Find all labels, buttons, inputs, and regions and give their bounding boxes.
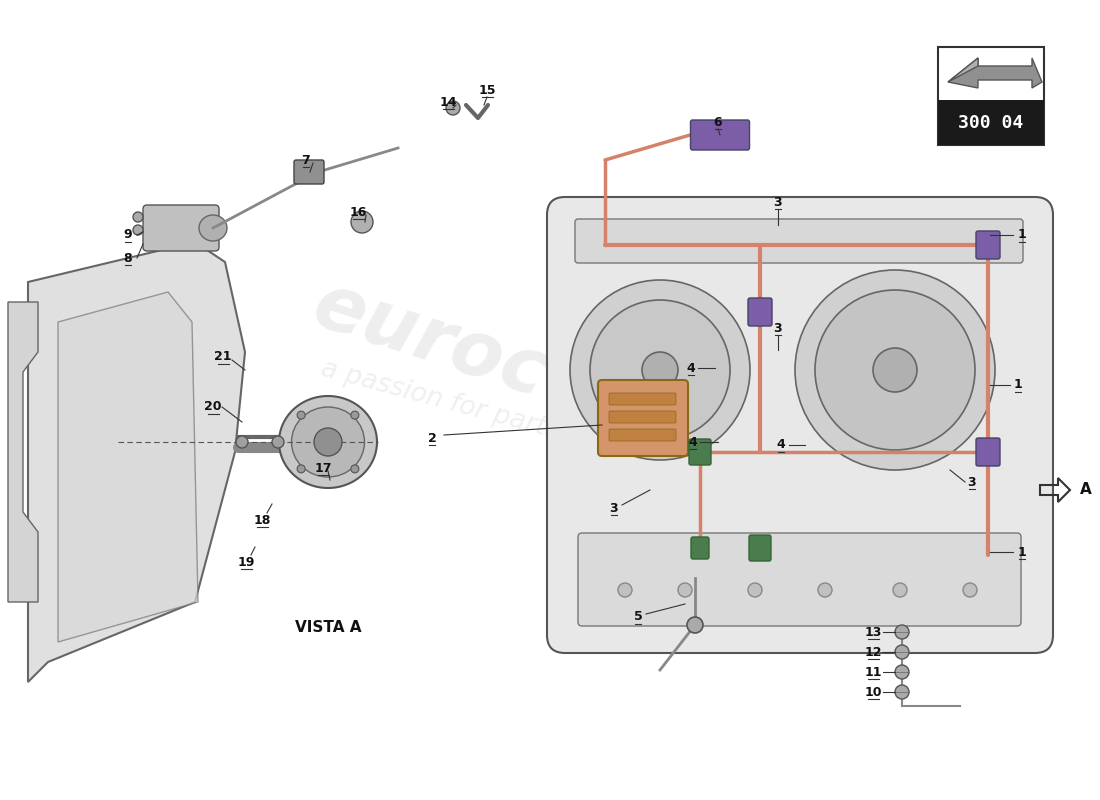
- Polygon shape: [948, 58, 978, 82]
- Polygon shape: [948, 58, 1042, 88]
- Circle shape: [618, 583, 632, 597]
- Circle shape: [642, 352, 678, 388]
- Text: 4: 4: [686, 362, 695, 374]
- Circle shape: [570, 280, 750, 460]
- Bar: [938, 47, 1044, 145]
- Text: 3: 3: [609, 502, 618, 514]
- Text: 13: 13: [865, 626, 882, 638]
- Circle shape: [815, 290, 975, 450]
- Text: 7: 7: [301, 154, 310, 166]
- Text: a passion for parts: a passion for parts: [318, 356, 562, 444]
- Circle shape: [314, 428, 342, 456]
- FancyBboxPatch shape: [689, 439, 711, 465]
- Text: 14: 14: [439, 95, 456, 109]
- FancyBboxPatch shape: [691, 120, 749, 150]
- Text: 6: 6: [714, 115, 723, 129]
- Text: 1: 1: [1018, 229, 1026, 242]
- Text: 15: 15: [478, 83, 496, 97]
- Circle shape: [351, 211, 373, 233]
- Text: 9: 9: [123, 229, 132, 242]
- FancyBboxPatch shape: [609, 429, 676, 441]
- Ellipse shape: [279, 396, 377, 488]
- Text: A: A: [1080, 482, 1091, 498]
- Circle shape: [893, 583, 907, 597]
- Circle shape: [590, 300, 730, 440]
- FancyBboxPatch shape: [976, 438, 1000, 466]
- Text: 4: 4: [689, 435, 697, 449]
- FancyBboxPatch shape: [748, 298, 772, 326]
- Text: 21: 21: [214, 350, 232, 363]
- Circle shape: [873, 348, 917, 392]
- Circle shape: [297, 465, 305, 473]
- Text: 10: 10: [865, 686, 882, 698]
- Circle shape: [895, 665, 909, 679]
- FancyBboxPatch shape: [143, 205, 219, 251]
- Circle shape: [678, 583, 692, 597]
- Circle shape: [351, 411, 359, 419]
- Text: 17: 17: [315, 462, 332, 474]
- Text: 2: 2: [428, 431, 437, 445]
- Text: 3: 3: [968, 475, 977, 489]
- Circle shape: [748, 583, 762, 597]
- FancyBboxPatch shape: [749, 535, 771, 561]
- Circle shape: [818, 583, 832, 597]
- Text: 12: 12: [865, 646, 882, 658]
- Text: 19: 19: [238, 555, 255, 569]
- Polygon shape: [28, 242, 245, 682]
- Circle shape: [446, 101, 460, 115]
- FancyBboxPatch shape: [547, 197, 1053, 653]
- Ellipse shape: [199, 215, 227, 241]
- Circle shape: [297, 411, 305, 419]
- Text: euroc: euroc: [304, 267, 557, 413]
- Text: 8: 8: [123, 251, 132, 265]
- Text: 11: 11: [865, 666, 882, 678]
- Text: 16: 16: [350, 206, 366, 218]
- Circle shape: [688, 617, 703, 633]
- Circle shape: [962, 583, 977, 597]
- Text: 300 04: 300 04: [958, 114, 1024, 132]
- Text: VISTA A: VISTA A: [295, 619, 361, 634]
- Text: 4: 4: [777, 438, 785, 451]
- Text: 3: 3: [773, 195, 782, 209]
- FancyBboxPatch shape: [691, 537, 710, 559]
- FancyBboxPatch shape: [976, 231, 1000, 259]
- Circle shape: [795, 270, 996, 470]
- Circle shape: [895, 645, 909, 659]
- Circle shape: [895, 625, 909, 639]
- Text: 18: 18: [253, 514, 271, 526]
- Text: 3: 3: [773, 322, 782, 334]
- Circle shape: [133, 212, 143, 222]
- Text: 20: 20: [205, 401, 222, 414]
- Text: 5: 5: [634, 610, 642, 623]
- FancyBboxPatch shape: [294, 160, 324, 184]
- Circle shape: [133, 225, 143, 235]
- Text: 1: 1: [1013, 378, 1022, 391]
- Bar: [938, 100, 1044, 145]
- Polygon shape: [58, 292, 198, 642]
- Text: 1: 1: [1018, 546, 1026, 558]
- Circle shape: [272, 436, 284, 448]
- Circle shape: [236, 436, 248, 448]
- Circle shape: [895, 685, 909, 699]
- Circle shape: [351, 465, 359, 473]
- FancyBboxPatch shape: [575, 219, 1023, 263]
- Polygon shape: [8, 302, 39, 602]
- FancyBboxPatch shape: [598, 380, 688, 456]
- FancyBboxPatch shape: [609, 393, 676, 405]
- FancyBboxPatch shape: [578, 533, 1021, 626]
- Ellipse shape: [292, 407, 364, 477]
- FancyBboxPatch shape: [609, 411, 676, 423]
